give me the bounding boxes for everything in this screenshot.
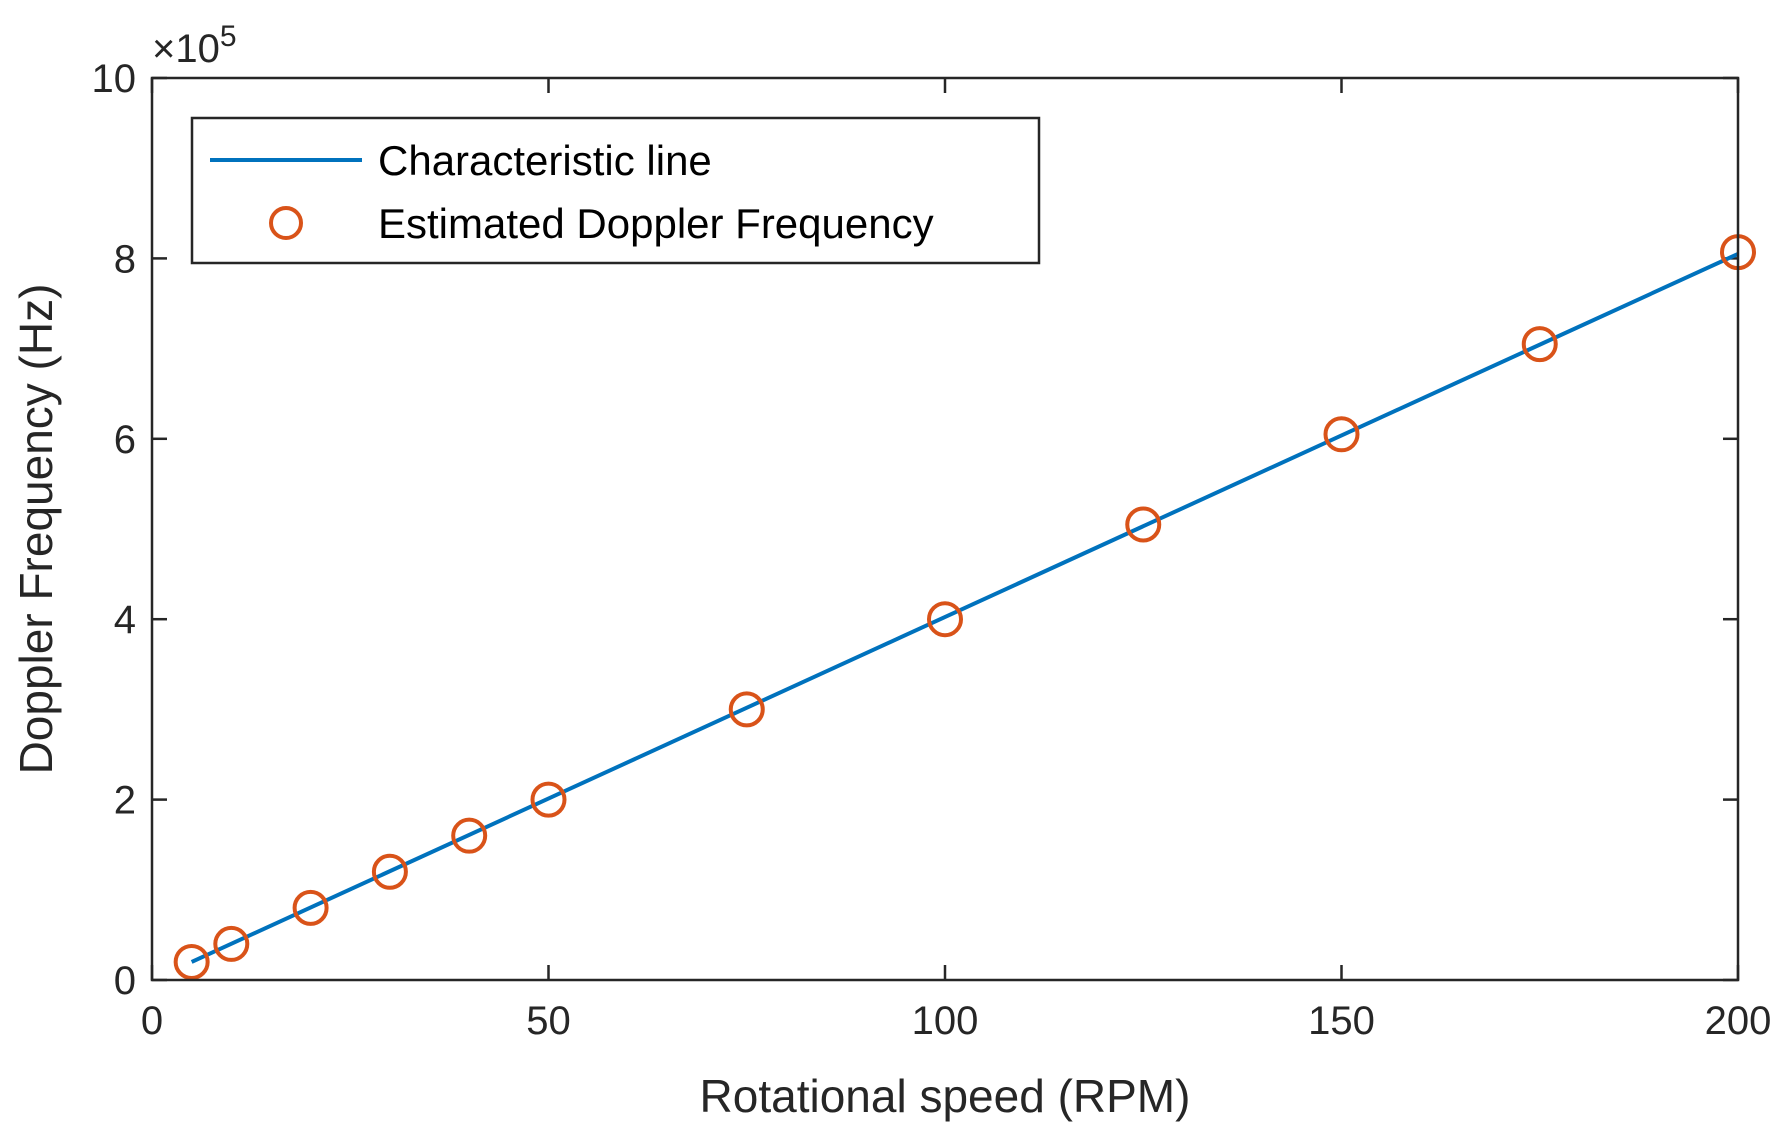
characteristic-line: [190, 252, 1739, 964]
estimated-point: [451, 817, 488, 854]
y-tick-label: 2: [114, 779, 136, 823]
y-ticks: 0 2 4 6 8 10: [92, 57, 1738, 1003]
estimated-point: [1125, 506, 1162, 543]
y-multiplier-base: ×10: [152, 27, 220, 71]
estimated-point: [371, 853, 408, 890]
legend-box: [190, 116, 1041, 265]
legend-marker-sample: [269, 206, 303, 240]
estimated-point: [728, 691, 765, 728]
y-tick-label: 0: [114, 959, 136, 1003]
x-tick-label: 0: [141, 999, 163, 1043]
estimated-point: [213, 925, 250, 962]
y-multiplier-exponent: 5: [220, 20, 237, 53]
legend-label-estimated-doppler: Estimated Doppler Frequency: [378, 200, 934, 247]
x-tick-label: 100: [912, 999, 979, 1043]
legend: Characteristic line Estimated Doppler Fr…: [190, 116, 1041, 265]
legend-label-characteristic-line: Characteristic line: [378, 137, 712, 184]
y-tick-label: 10: [92, 57, 137, 101]
x-axis-title: Rotational speed (RPM): [700, 1070, 1191, 1122]
estimated-point: [1521, 326, 1558, 363]
estimated-point: [530, 781, 567, 818]
x-tick-label: 200: [1705, 999, 1772, 1043]
estimated-point: [292, 889, 329, 926]
estimated-point: [927, 601, 963, 638]
estimated-point: [173, 943, 210, 980]
x-tick-label: 150: [1308, 999, 1375, 1043]
plot-frame: [150, 76, 1740, 982]
y-tick-label: 6: [114, 418, 136, 462]
y-axis-title: Doppler Frequency (Hz): [10, 284, 62, 775]
y-tick-label: 4: [114, 598, 136, 642]
series-layer: [173, 234, 1756, 980]
y-multiplier: ×105: [152, 20, 237, 71]
x-tick-label: 50: [526, 999, 571, 1043]
y-tick-label: 8: [114, 237, 136, 281]
estimated-point: [1323, 416, 1360, 453]
